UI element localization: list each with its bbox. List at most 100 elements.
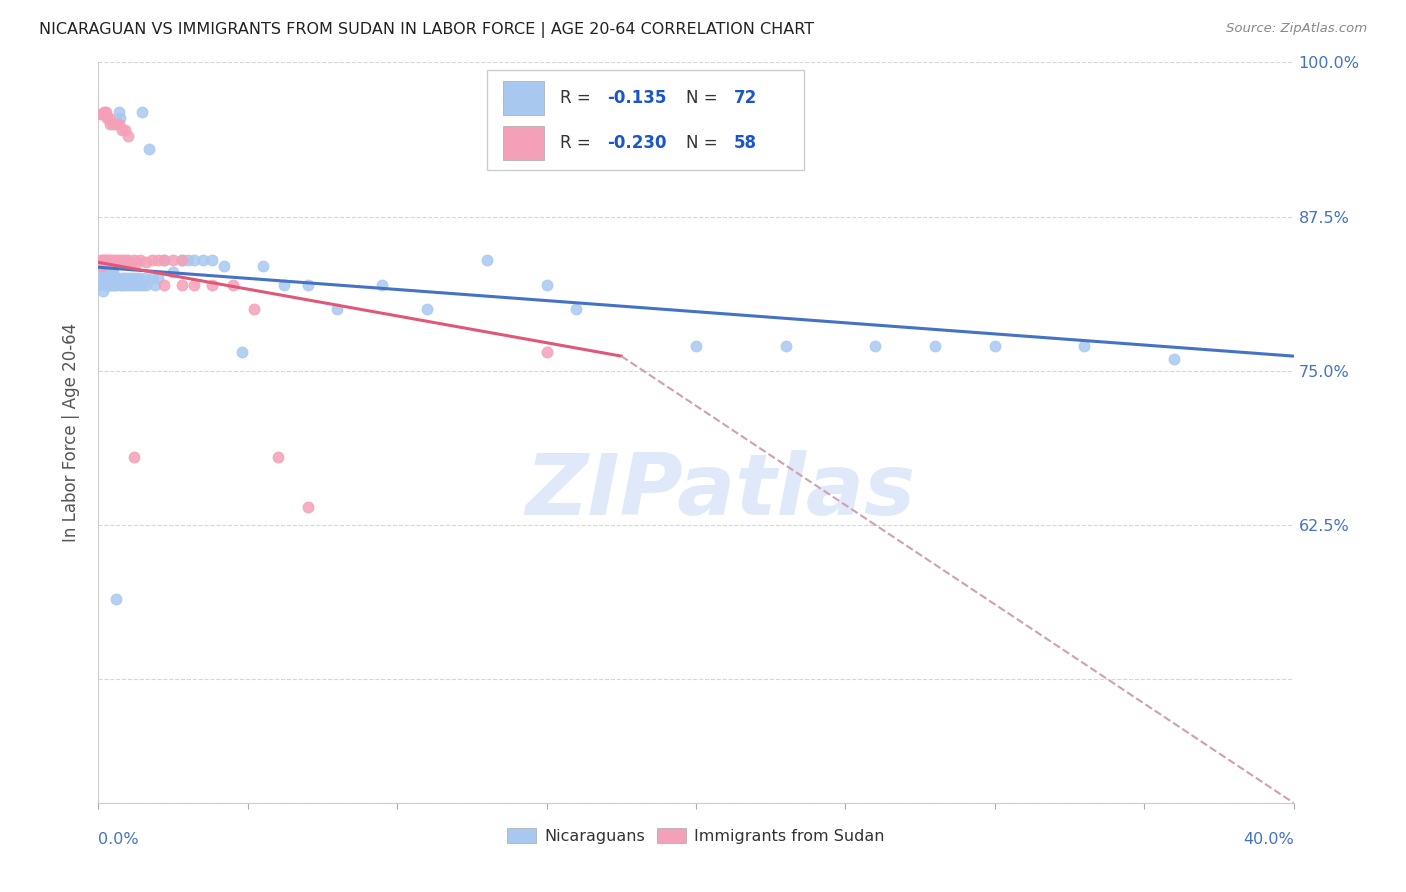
Point	[127, 255, 149, 269]
Point	[91, 284, 114, 298]
Point	[115, 255, 138, 269]
Point	[267, 450, 290, 465]
Point	[148, 252, 170, 267]
Point	[110, 277, 132, 292]
Point	[128, 271, 150, 285]
Point	[273, 277, 295, 292]
Point	[125, 271, 148, 285]
Point	[114, 252, 136, 267]
Point	[111, 277, 134, 292]
Point	[97, 255, 120, 269]
Point	[98, 252, 122, 267]
Point	[371, 277, 394, 292]
Point	[1163, 351, 1185, 366]
Point	[565, 302, 588, 317]
Point	[141, 271, 163, 285]
Point	[984, 339, 1007, 353]
Point	[775, 339, 797, 353]
Point	[98, 277, 121, 292]
Point	[101, 255, 124, 269]
Point	[105, 592, 128, 607]
Point	[104, 271, 127, 285]
Point	[94, 265, 117, 279]
Point	[120, 255, 142, 269]
Point	[93, 104, 115, 119]
Point	[153, 277, 176, 292]
Point	[97, 111, 120, 125]
Point	[117, 277, 139, 292]
Point	[97, 252, 120, 267]
Point	[183, 252, 205, 267]
Point	[114, 277, 136, 292]
Point	[162, 252, 184, 267]
Point	[231, 345, 253, 359]
Point	[111, 252, 134, 267]
Point	[132, 277, 155, 292]
Point	[153, 252, 176, 267]
Point	[98, 271, 122, 285]
Point	[93, 252, 115, 267]
Point	[94, 104, 117, 119]
Point	[96, 271, 118, 285]
Point	[177, 252, 200, 267]
Text: NICARAGUAN VS IMMIGRANTS FROM SUDAN IN LABOR FORCE | AGE 20-64 CORRELATION CHART: NICARAGUAN VS IMMIGRANTS FROM SUDAN IN L…	[39, 22, 814, 38]
Point	[685, 339, 707, 353]
Point	[252, 259, 274, 273]
Point	[183, 277, 205, 292]
Point	[94, 271, 117, 285]
Point	[108, 252, 131, 267]
Point	[90, 107, 112, 121]
Point	[131, 104, 153, 119]
Point	[94, 252, 117, 267]
Point	[93, 277, 115, 292]
Point	[96, 277, 118, 292]
Point	[91, 107, 114, 121]
Point	[98, 117, 122, 131]
Point	[114, 123, 136, 137]
Point	[117, 129, 139, 144]
Legend: Nicaraguans, Immigrants from Sudan: Nicaraguans, Immigrants from Sudan	[501, 822, 891, 850]
Point	[112, 255, 135, 269]
Point	[243, 302, 266, 317]
Point	[105, 117, 128, 131]
Point	[1073, 339, 1095, 353]
Point	[141, 252, 163, 267]
Point	[127, 277, 149, 292]
Point	[112, 271, 135, 285]
Point	[94, 255, 117, 269]
Point	[101, 265, 124, 279]
Point	[108, 104, 131, 119]
Point	[416, 302, 439, 317]
Point	[297, 277, 319, 292]
Point	[91, 271, 114, 285]
Point	[124, 450, 146, 465]
Point	[924, 339, 946, 353]
Point	[103, 265, 125, 279]
Point	[118, 271, 141, 285]
Point	[124, 252, 146, 267]
Point	[97, 265, 120, 279]
Point	[115, 271, 138, 285]
Point	[108, 117, 131, 131]
Point	[201, 277, 224, 292]
Point	[201, 252, 224, 267]
Point	[153, 252, 176, 267]
Point	[124, 277, 146, 292]
Point	[108, 111, 131, 125]
Point	[105, 252, 128, 267]
Point	[297, 500, 319, 514]
Text: 40.0%: 40.0%	[1243, 832, 1294, 847]
Point	[104, 255, 127, 269]
Point	[101, 277, 124, 292]
Point	[111, 123, 134, 137]
Point	[98, 255, 121, 269]
Text: Source: ZipAtlas.com: Source: ZipAtlas.com	[1226, 22, 1367, 36]
Point	[172, 277, 194, 292]
Y-axis label: In Labor Force | Age 20-64: In Labor Force | Age 20-64	[62, 323, 80, 542]
Point	[148, 271, 170, 285]
Point	[93, 265, 115, 279]
Point	[110, 255, 132, 269]
Point	[129, 252, 152, 267]
Point	[91, 252, 114, 267]
Point	[104, 277, 127, 292]
